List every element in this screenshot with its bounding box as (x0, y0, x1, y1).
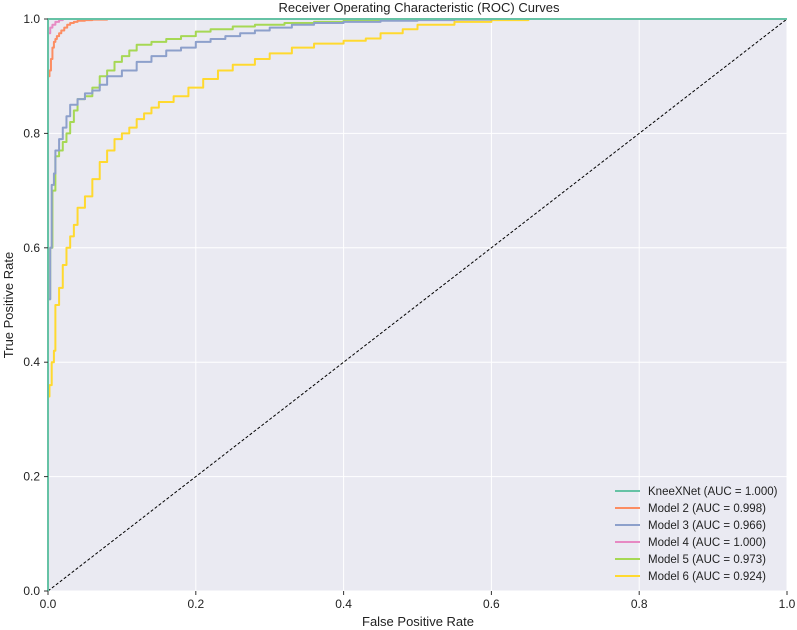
diagonal-reference-line (47, 18, 788, 592)
x-axis-ticks: 0.0 0.2 0.4 0.6 0.8 1.0 (40, 591, 796, 611)
gridlines (47, 18, 788, 592)
legend-label-2: Model 2 (AUC = 0.998) (648, 503, 766, 515)
y-axis-ticks: 0.0 0.2 0.4 0.6 0.8 1.0 (23, 12, 48, 598)
x-tick-label: 0.2 (187, 597, 204, 611)
x-tick-label: 0.8 (631, 597, 648, 611)
x-tick-label: 0.4 (335, 597, 352, 611)
y-tick-label: 0.0 (23, 584, 40, 598)
x-axis-label: False Positive Rate (362, 614, 474, 629)
x-tick-label: 0.0 (40, 597, 57, 611)
legend-label-1: KneeXNet (AUC = 1.000) (648, 486, 778, 498)
chart-title: Receiver Operating Characteristic (ROC) … (278, 0, 560, 15)
y-tick-label: 1.0 (23, 12, 40, 26)
legend: KneeXNet (AUC = 1.000) Model 2 (AUC = 0.9… (615, 486, 778, 583)
legend-label-5: Model 5 (AUC = 0.973) (648, 554, 766, 566)
series-line-6 (47, 18, 787, 591)
y-tick-label: 0.6 (23, 241, 40, 255)
legend-label-6: Model 6 (AUC = 0.924) (648, 571, 766, 583)
legend-label-4: Model 4 (AUC = 1.000) (648, 537, 766, 549)
y-axis-label: True Positive Rate (1, 252, 16, 358)
y-tick-label: 0.4 (23, 355, 40, 369)
series-line-2 (47, 18, 787, 591)
x-tick-label: 0.6 (483, 597, 500, 611)
legend-label-3: Model 3 (AUC = 0.966) (648, 520, 766, 532)
x-tick-label: 1.0 (779, 597, 796, 611)
y-tick-label: 0.2 (23, 470, 40, 484)
y-tick-label: 0.8 (23, 126, 40, 140)
series-line-3 (47, 18, 787, 591)
